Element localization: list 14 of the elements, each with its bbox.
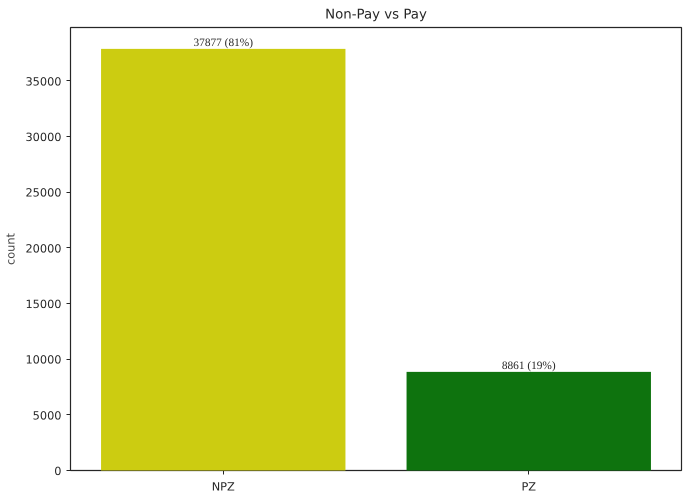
y-tick-label: 15000: [25, 297, 62, 312]
y-tick-label: 35000: [25, 74, 62, 88]
y-tick-label: 25000: [25, 186, 62, 200]
y-tick-label: 5000: [32, 408, 62, 422]
y-tick-label: 0: [54, 464, 62, 478]
data-label: 37877 (81%): [194, 36, 254, 49]
x-tick-label: PZ: [521, 480, 536, 494]
x-tick-label: NPZ: [212, 480, 236, 494]
y-tick-label: 10000: [25, 352, 62, 367]
y-tick-label: 30000: [25, 130, 62, 144]
chart-title: Non-Pay vs Pay: [325, 8, 427, 22]
y-axis-title: count: [3, 232, 18, 265]
data-label: 8861 (19%): [502, 360, 556, 372]
y-tick-label: 20000: [25, 241, 62, 256]
